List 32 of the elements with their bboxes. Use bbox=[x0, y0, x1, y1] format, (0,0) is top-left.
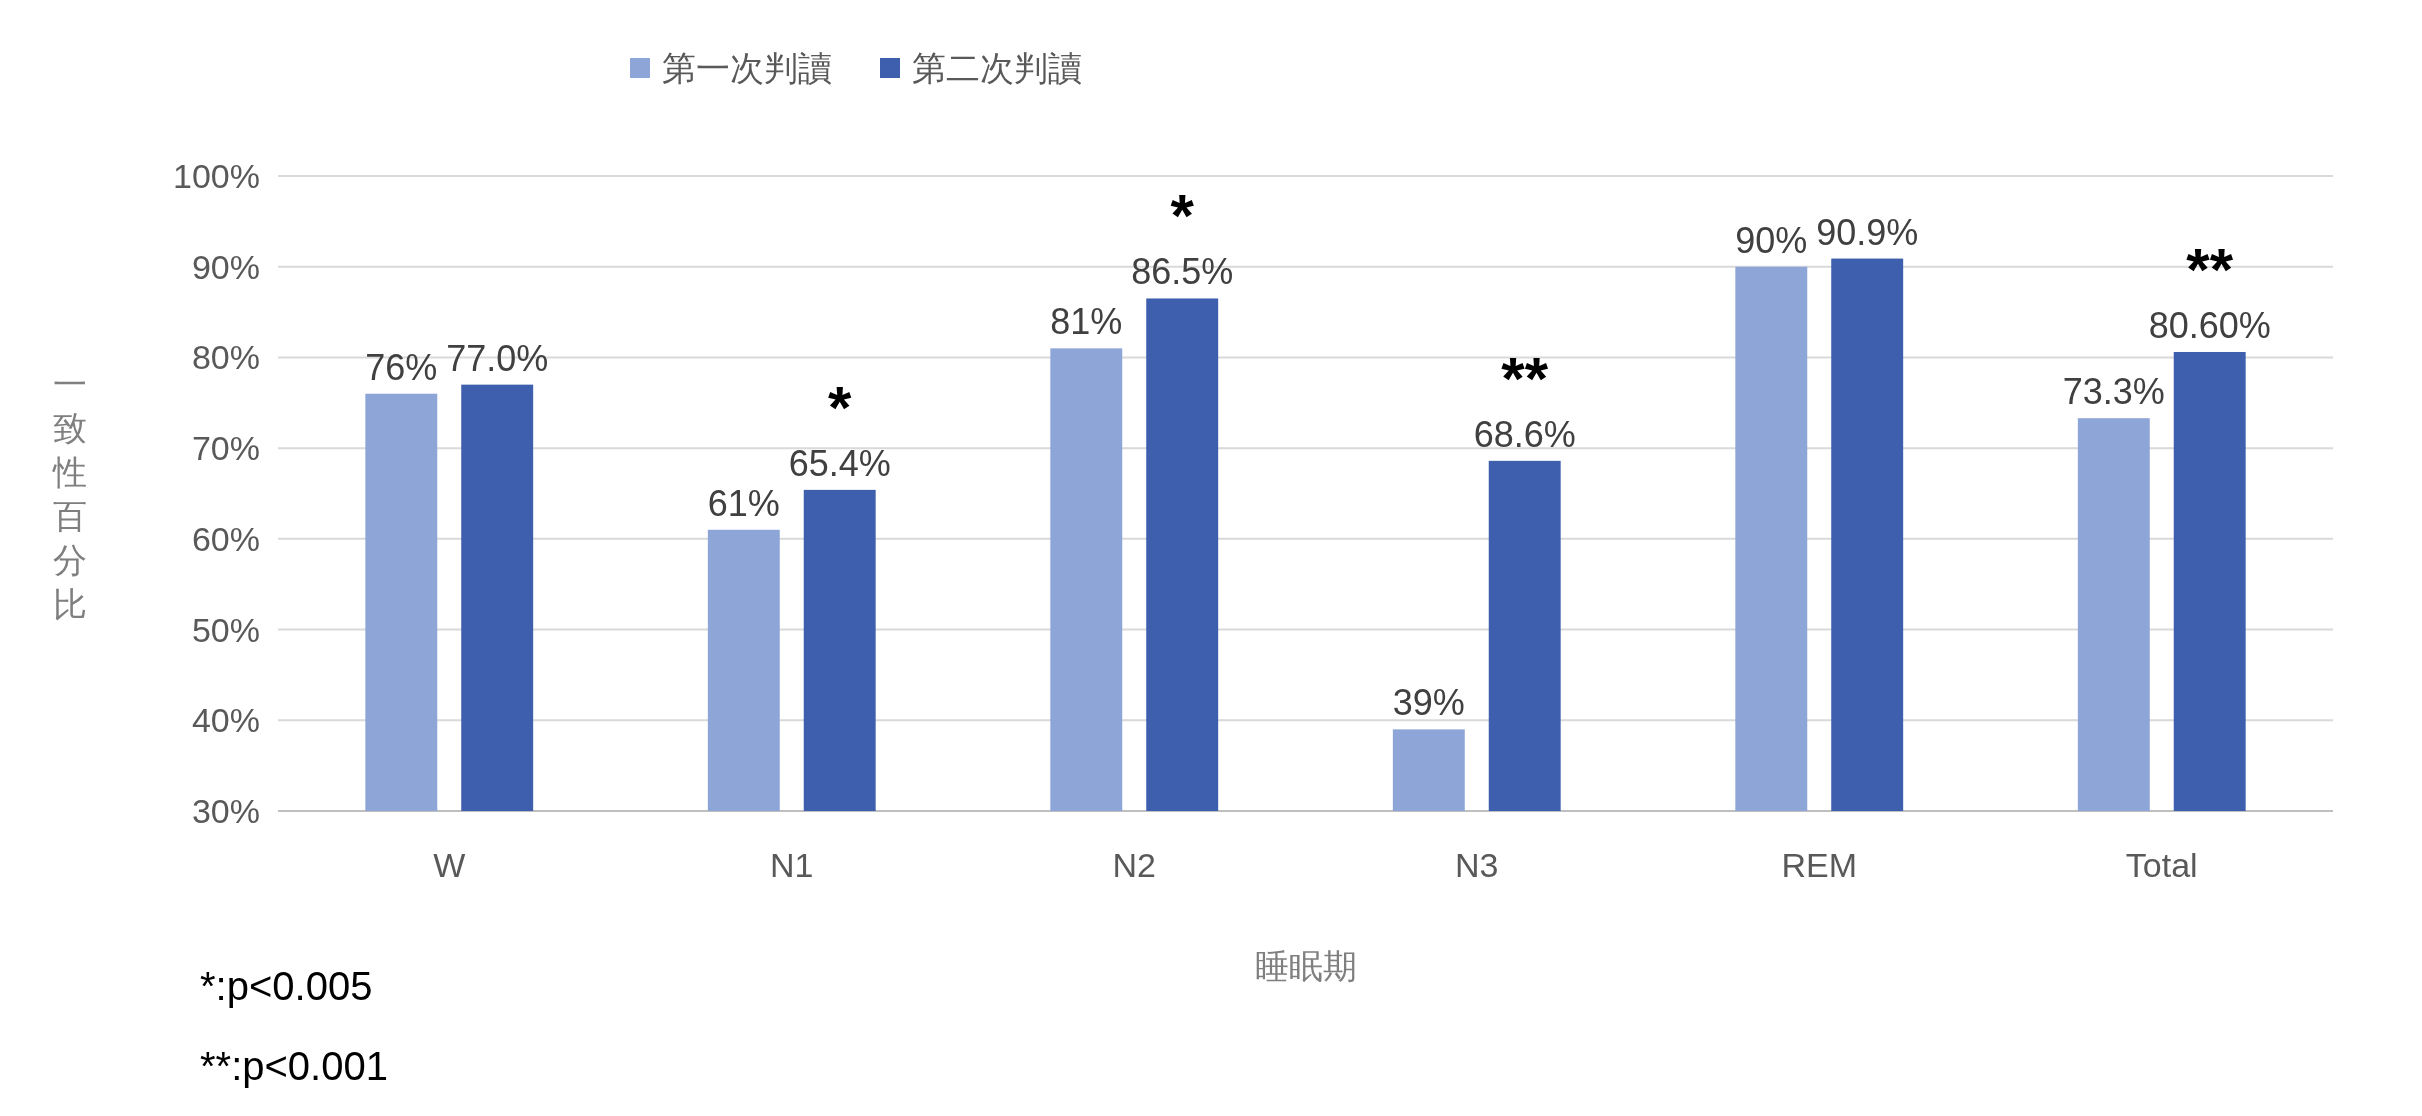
data-label: 77.0% bbox=[446, 337, 549, 379]
data-label: 90% bbox=[1735, 219, 1808, 261]
y-tick-label: 40% bbox=[191, 701, 260, 740]
text: **:p<0.001 bbox=[200, 1044, 388, 1088]
data-label: 81% bbox=[1050, 301, 1123, 343]
data-label: 90.9% bbox=[1816, 211, 1919, 253]
data-label: 61% bbox=[707, 482, 780, 524]
y-tick-label: 50% bbox=[191, 610, 260, 649]
legend-label: 第二次判讀 bbox=[912, 49, 1082, 87]
y-tick-label: 30% bbox=[191, 792, 260, 830]
data-label: ** 80.60% bbox=[2148, 235, 2271, 346]
data-label: 73.3% bbox=[2062, 371, 2165, 413]
y-tick-label: 100% bbox=[173, 157, 260, 195]
x-tick-label: Total bbox=[2125, 846, 2198, 884]
x-tick-label: N3 bbox=[1455, 846, 1499, 884]
data-label: 76% bbox=[365, 346, 438, 388]
legend-label: 第一次判讀 bbox=[662, 49, 832, 87]
data-label: 39% bbox=[1392, 682, 1465, 724]
y-tick-label: 80% bbox=[191, 338, 260, 377]
x-tick-label: REM bbox=[1781, 846, 1858, 884]
data-label: ** 68.6% bbox=[1473, 344, 1576, 455]
x-axis-title: 睡眠期 bbox=[1254, 947, 1357, 985]
y-tick-label: 70% bbox=[191, 429, 260, 468]
y-tick-label: 90% bbox=[191, 247, 260, 286]
data-label: * 86.5% bbox=[1131, 182, 1234, 293]
x-tick-label: N1 bbox=[770, 846, 814, 884]
y-tick-label: 60% bbox=[191, 519, 260, 558]
y-axis-title: 一致性百分比 bbox=[52, 364, 87, 623]
data-label: * 65.4% bbox=[788, 373, 891, 484]
text: *:p<0.005 bbox=[200, 964, 373, 1008]
x-tick-label: W bbox=[433, 846, 466, 884]
x-tick-label: N2 bbox=[1112, 846, 1156, 884]
